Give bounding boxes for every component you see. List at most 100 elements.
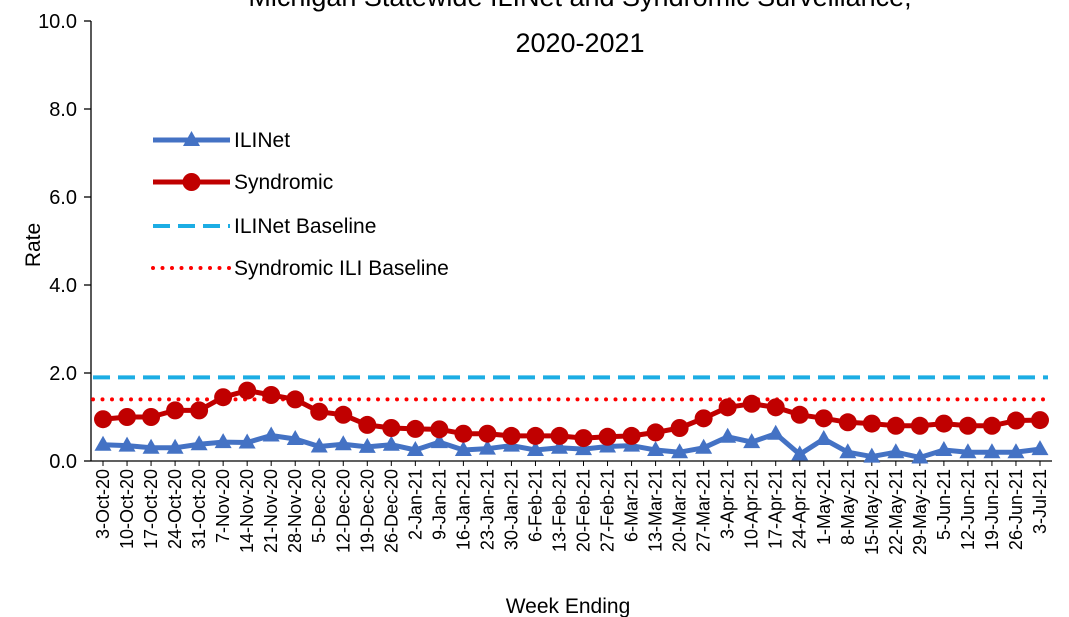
x-tick-label: 26-Jun-21 [1006, 469, 1026, 550]
legend-label-ilinet: ILINet [234, 129, 290, 152]
syndromic-point [214, 388, 233, 407]
ilinet-point [334, 435, 352, 451]
x-tick-label: 2-Jan-21 [405, 469, 425, 540]
syndromic-point [238, 381, 257, 400]
syndromic-point [958, 416, 977, 435]
ilinet-point [911, 448, 929, 464]
syndromic-point [142, 408, 161, 426]
y-tick-label: 2.0 [49, 363, 77, 385]
ilinet-point [214, 433, 232, 449]
ilinet-point [1007, 443, 1025, 459]
syndromic-point [910, 416, 929, 435]
y-axis-label: Rate [22, 223, 45, 267]
syndromic-point [358, 415, 377, 434]
x-tick-label: 14-Nov-20 [237, 469, 257, 553]
syndromic-point [454, 424, 473, 443]
y-tick-label: 0.0 [49, 451, 77, 473]
syndromic-point [526, 426, 545, 445]
legend-label-ilinet-baseline: ILINet Baseline [234, 215, 376, 238]
x-tick-label: 13-Mar-21 [646, 469, 666, 552]
x-tick-label: 29-May-21 [910, 469, 930, 555]
x-tick-label: 10-Apr-21 [742, 469, 762, 549]
ilinet-point [454, 441, 472, 456]
syndromic-point [598, 427, 617, 446]
x-tick-label: 24-Oct-20 [165, 469, 185, 549]
x-tick-label: 21-Nov-20 [261, 469, 281, 553]
syndromic-point [1006, 411, 1025, 430]
legend-marker-syndromic [182, 173, 201, 191]
ilinet-point [358, 437, 376, 453]
ilinet-point [1031, 440, 1049, 456]
legend: ILINet Syndromic ILINet Baseline Syndromic … [151, 129, 449, 280]
x-tick-label: 5-Dec-20 [309, 469, 329, 543]
syndromic-point [118, 408, 137, 426]
y-axis: 0.0 2.0 4.0 6.0 8.0 10.0 [38, 11, 92, 473]
x-tick-label: 1-May-21 [814, 469, 834, 545]
ilinet-point [983, 443, 1001, 459]
x-tick-label: 17-Oct-20 [141, 469, 161, 549]
syndromic-point [838, 413, 857, 432]
syndromic-point [382, 419, 401, 437]
ilinet-point [94, 435, 112, 451]
x-tick-label: 20-Mar-21 [670, 469, 690, 552]
syndromic-point [934, 414, 953, 433]
ilinet-point [166, 438, 184, 454]
syndromic-point [670, 419, 689, 437]
syndromic-point [262, 386, 281, 404]
x-tick-label: 19-Dec-20 [357, 469, 377, 553]
x-tick-label: 13-Feb-21 [549, 469, 569, 552]
ilinet-point [743, 433, 761, 449]
ilinet-point [863, 447, 881, 463]
x-tick-label: 6-Mar-21 [622, 469, 642, 542]
syndromic-point [190, 401, 209, 420]
ilinet-point [791, 445, 809, 461]
ilinet-point [382, 435, 400, 451]
x-tick-label: 19-Jun-21 [982, 469, 1002, 550]
ilinet-point [647, 441, 665, 456]
ilinet-point [142, 438, 160, 454]
syndromic-point [622, 426, 641, 445]
x-tick-label: 27-Mar-21 [694, 469, 714, 552]
x-tick-label: 7-Nov-20 [213, 469, 233, 543]
legend-label-syndromic: Syndromic [234, 171, 333, 194]
x-tick-label: 24-Apr-21 [790, 469, 810, 549]
syndromic-point [718, 398, 737, 417]
syndromic-point [550, 426, 569, 445]
ilinet-point [286, 430, 304, 445]
ilinet-point [478, 439, 496, 455]
x-tick-label: 9-Jan-21 [429, 469, 449, 540]
y-tick-label: 6.0 [49, 187, 77, 209]
y-tick-label: 8.0 [49, 99, 77, 121]
x-tick-label: 30-Jan-21 [501, 469, 521, 550]
x-tick-label: 3-Oct-20 [93, 469, 113, 539]
ilinet-point [310, 437, 328, 453]
x-tick-label: 22-May-21 [886, 469, 906, 555]
chart-title-line1: Michigan Statewide ILINet and Syndromic … [248, 0, 911, 12]
ilinet-point [406, 441, 424, 456]
syndromic-point [334, 405, 353, 424]
syndromic-point [790, 405, 809, 424]
ilinet-point [719, 427, 737, 443]
ilinet-point [575, 440, 593, 456]
syndromic-point [166, 401, 185, 420]
ilinet-point [695, 438, 713, 454]
ilinet-point [118, 436, 136, 452]
ilinet-point [526, 441, 544, 456]
x-tick-label: 23-Jan-21 [477, 469, 497, 550]
x-tick-label: 31-Oct-20 [189, 469, 209, 549]
x-tick-label: 28-Nov-20 [285, 469, 305, 553]
x-tick-label: 16-Jan-21 [453, 469, 473, 550]
x-tick-label: 26-Dec-20 [381, 469, 401, 553]
x-tick-label: 8-May-21 [838, 469, 858, 545]
syndromic-point [430, 420, 449, 439]
plot-area [91, 375, 1050, 464]
x-tick-label: 15-May-21 [862, 469, 882, 555]
syndromic-point [862, 414, 881, 433]
syndromic-point [94, 410, 113, 429]
syndromic-point [1030, 411, 1049, 430]
syndromic-point [502, 426, 521, 445]
syndromic-point [574, 429, 593, 448]
syndromic-point [742, 394, 761, 413]
chart-title-line2: 2020-2021 [515, 28, 644, 58]
